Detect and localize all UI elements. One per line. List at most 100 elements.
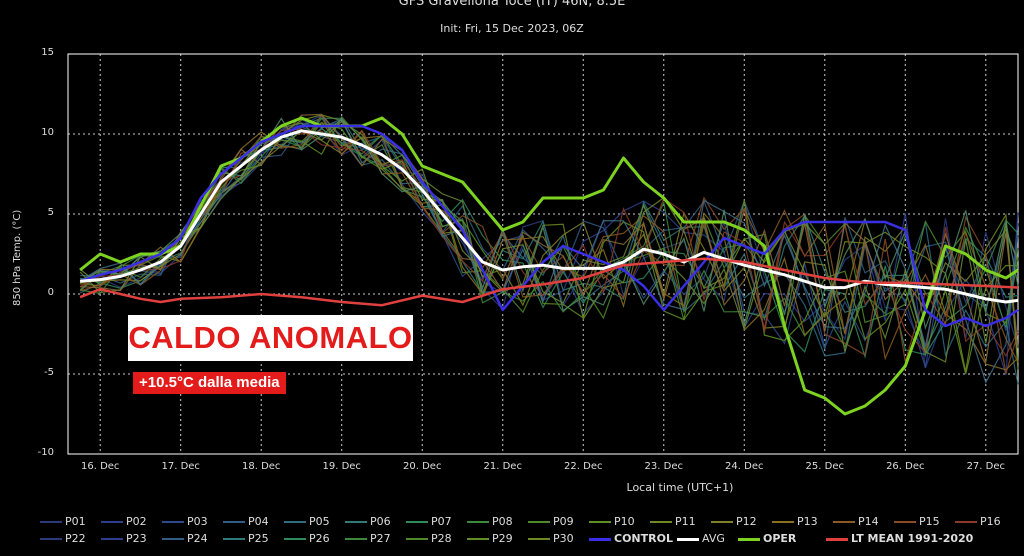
legend-swatch: [894, 521, 916, 523]
x-tick-label: 19. Dec: [322, 461, 361, 472]
legend-swatch: [345, 538, 367, 540]
legend-item[interactable]: AVG: [677, 531, 725, 547]
y-tick-label: 5: [47, 207, 54, 218]
y-axis-label: 850 hPa Temp. (°C): [12, 209, 23, 306]
legend-item[interactable]: CONTROL: [589, 531, 673, 547]
legend-item[interactable]: P09: [528, 514, 574, 530]
series-line-control: [79, 124, 1019, 328]
x-tick-label: 22. Dec: [564, 461, 603, 472]
legend-item[interactable]: P22: [40, 531, 86, 547]
x-tick-label: 18. Dec: [242, 461, 281, 472]
legend-swatch: [345, 521, 367, 523]
legend-item[interactable]: P06: [345, 514, 391, 530]
legend-swatch: [677, 537, 699, 541]
ensemble-member-line: [79, 120, 1019, 364]
y-tick-label: 10: [41, 127, 54, 138]
legend-item[interactable]: P30: [528, 531, 574, 547]
legend-label: P28: [431, 532, 452, 545]
legend-label: P07: [431, 515, 452, 528]
legend-label: P12: [736, 515, 757, 528]
y-tick-label: 15: [41, 47, 54, 58]
x-tick-label: 20. Dec: [403, 461, 442, 472]
legend-swatch: [284, 538, 306, 540]
ensemble-member-line: [79, 117, 1019, 331]
legend-label: P22: [65, 532, 86, 545]
ensemble-member-line: [79, 121, 1019, 333]
legend-swatch: [772, 521, 794, 523]
legend-label: P16: [980, 515, 1001, 528]
legend-label: LT MEAN 1991-2020: [851, 532, 974, 545]
legend-item[interactable]: P13: [772, 514, 818, 530]
legend-item[interactable]: P12: [711, 514, 757, 530]
legend-item[interactable]: P03: [162, 514, 208, 530]
legend-label: P26: [309, 532, 330, 545]
legend-swatch: [406, 521, 428, 523]
legend-label: P06: [370, 515, 391, 528]
legend-item[interactable]: P16: [955, 514, 1001, 530]
plot-frame: [67, 53, 1019, 455]
legend-swatch: [589, 521, 611, 523]
legend-swatch: [467, 538, 489, 540]
legend-swatch: [40, 538, 62, 540]
legend-item[interactable]: P26: [284, 531, 330, 547]
ensemble-member-line: [79, 117, 1019, 351]
legend-item[interactable]: P11: [650, 514, 696, 530]
legend-label: P02: [126, 515, 147, 528]
legend-swatch: [101, 538, 123, 540]
legend-item[interactable]: P07: [406, 514, 452, 530]
caldo-anomalo-label: CALDO ANOMALO: [128, 315, 413, 361]
legend-swatch: [467, 521, 489, 523]
legend-swatch: [40, 521, 62, 523]
legend-swatch: [650, 521, 672, 523]
x-tick-label: 27. Dec: [966, 461, 1005, 472]
legend-item[interactable]: P02: [101, 514, 147, 530]
legend-item[interactable]: P15: [894, 514, 940, 530]
legend-item[interactable]: P08: [467, 514, 513, 530]
legend-item[interactable]: P27: [345, 531, 391, 547]
legend-swatch: [223, 521, 245, 523]
legend-swatch: [711, 521, 733, 523]
legend-item[interactable]: P01: [40, 514, 86, 530]
y-tick-label: 0: [47, 287, 54, 298]
legend-label: OPER: [763, 532, 797, 545]
legend-swatch: [589, 537, 611, 541]
x-tick-label: 24. Dec: [725, 461, 764, 472]
x-axis-label: Local time (UTC+1): [626, 481, 734, 494]
x-tick-label: 25. Dec: [805, 461, 844, 472]
legend-swatch: [406, 538, 428, 540]
legend-label: P30: [553, 532, 574, 545]
legend-label: P29: [492, 532, 513, 545]
legend-label: P23: [126, 532, 147, 545]
legend-item[interactable]: P14: [833, 514, 879, 530]
legend-label: AVG: [702, 532, 725, 545]
legend-item[interactable]: OPER: [738, 531, 796, 547]
legend-swatch: [101, 521, 123, 523]
legend-item[interactable]: P25: [223, 531, 269, 547]
legend-swatch: [162, 521, 184, 523]
legend-item[interactable]: P10: [589, 514, 635, 530]
chart-subtitle: Init: Fri, 15 Dec 2023, 06Z: [440, 22, 584, 35]
legend-item[interactable]: P04: [223, 514, 269, 530]
legend-label: P13: [797, 515, 818, 528]
legend-label: P10: [614, 515, 635, 528]
legend-swatch: [284, 521, 306, 523]
legend-item[interactable]: P05: [284, 514, 330, 530]
legend-swatch: [955, 521, 977, 523]
legend-swatch: [528, 538, 550, 540]
legend-item[interactable]: P23: [101, 531, 147, 547]
y-tick-label: -10: [37, 447, 54, 458]
legend-swatch: [528, 521, 550, 523]
legend-swatch: [826, 537, 848, 541]
legend-item[interactable]: P29: [467, 531, 513, 547]
legend-item[interactable]: P24: [162, 531, 208, 547]
legend-label: P05: [309, 515, 330, 528]
legend-label: P15: [919, 515, 940, 528]
y-tick-label: -5: [44, 367, 54, 378]
x-tick-label: 23. Dec: [644, 461, 683, 472]
legend-item[interactable]: P28: [406, 531, 452, 547]
anomaly-value-label: +10.5°C dalla media: [133, 372, 286, 394]
legend-swatch: [162, 538, 184, 540]
legend-item[interactable]: LT MEAN 1991-2020: [826, 531, 973, 547]
legend-label: CONTROL: [614, 532, 673, 545]
